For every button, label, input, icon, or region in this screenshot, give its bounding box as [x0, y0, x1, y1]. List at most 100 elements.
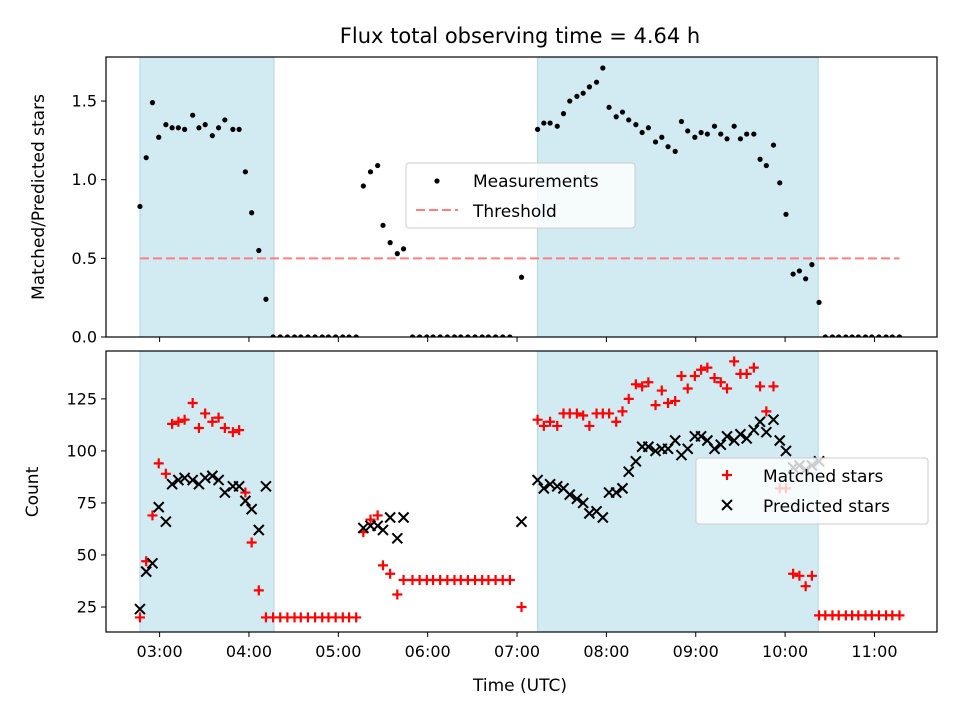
matched-star-point — [650, 400, 661, 411]
measurement-point — [711, 123, 718, 129]
predicted-star-point — [630, 455, 642, 468]
measurement-point — [400, 246, 407, 252]
matched-star-point — [715, 377, 726, 388]
matched-star-point — [372, 510, 383, 521]
matched-star-point — [160, 468, 171, 479]
predicted-star-point — [153, 501, 165, 513]
measurement-point — [770, 142, 777, 148]
measurement-point — [325, 334, 332, 337]
measurement-point — [685, 128, 691, 134]
matched-star-point — [153, 458, 164, 469]
predicted-star-point — [531, 474, 544, 486]
measurement-point — [547, 120, 553, 126]
matched-star-point — [584, 420, 595, 431]
measurement-point — [346, 334, 352, 337]
matched-star-point — [643, 377, 654, 388]
predicted-star-point — [649, 445, 662, 457]
panel-1: 0.0 0.5 1.0 1.5 Measurements Threshold — [72, 56, 938, 347]
panel-data — [134, 356, 905, 623]
matched-star-point — [696, 364, 707, 375]
predicted-star-point — [384, 511, 396, 524]
predicted-star-point — [140, 565, 152, 578]
matched-star-point — [722, 383, 733, 394]
measurement-point — [340, 334, 346, 337]
measurement-point — [876, 334, 882, 337]
measurement-point — [724, 136, 730, 142]
predicted-star-point — [708, 443, 721, 455]
measurement-point — [312, 334, 318, 337]
legend-label-threshold: Threshold — [472, 202, 557, 222]
measurement-point — [816, 299, 822, 305]
measurement-point — [665, 144, 671, 150]
measurement-point — [430, 334, 436, 337]
measurement-point — [783, 211, 789, 217]
measurement-point — [652, 139, 659, 145]
matched-star-point — [173, 416, 184, 427]
matched-star-point — [378, 560, 388, 571]
measurement-point — [333, 334, 339, 337]
x-axis-label: Time (UTC) — [472, 676, 567, 696]
measurement-point — [593, 79, 600, 85]
measurement-point — [236, 126, 242, 132]
legend: Measurements Threshold — [405, 162, 636, 229]
matched-star-point — [761, 406, 772, 417]
matched-star-point — [741, 368, 752, 379]
matched-star-point — [676, 370, 687, 381]
measurement-point — [270, 334, 276, 337]
measurement-point — [836, 334, 842, 337]
matched-star-point — [532, 414, 543, 425]
predicted-star-point — [260, 480, 272, 493]
matched-star-point — [611, 416, 622, 427]
matched-star-point — [806, 570, 817, 581]
predicted-star-point — [564, 488, 576, 501]
measurement-point — [375, 162, 381, 169]
predicted-star-point — [178, 472, 191, 484]
predicted-star-point — [669, 434, 681, 447]
measurement-point — [182, 126, 188, 132]
y-tick-label: 125 — [66, 389, 97, 408]
predicted-star-point — [721, 430, 733, 443]
legend-label-measurements: Measurements — [473, 172, 599, 192]
measurement-point — [169, 125, 175, 131]
predicted-star-point — [642, 441, 655, 453]
measurement-point — [284, 334, 290, 337]
predicted-star-point — [748, 424, 760, 436]
measurement-point — [156, 134, 162, 140]
measurement-point — [458, 334, 464, 337]
measurement-point — [249, 210, 255, 216]
measurement-point — [843, 334, 849, 337]
predicted-star-point — [616, 482, 629, 495]
matched-star-point — [167, 418, 178, 429]
matched-star-point — [794, 570, 805, 581]
measurement-point — [479, 334, 485, 337]
measurement-point — [143, 155, 149, 161]
measurement-point — [639, 129, 645, 136]
measurement-point — [190, 112, 196, 118]
predicted-star-point — [571, 493, 583, 505]
predicted-star-point — [166, 478, 178, 490]
measurement-point — [692, 134, 698, 140]
predicted-star-point — [233, 480, 245, 493]
measurement-point — [777, 180, 783, 186]
measurement-point — [757, 156, 763, 162]
predicted-star-point — [610, 486, 622, 499]
measurement-point — [600, 65, 606, 71]
matched-star-point — [246, 537, 257, 548]
measurement-point — [485, 334, 492, 337]
measurement-point — [613, 114, 619, 120]
matched-star-point — [392, 589, 403, 600]
measurement-point — [149, 100, 156, 106]
matched-star-point — [637, 381, 648, 392]
predicted-star-point — [239, 495, 252, 507]
predicted-star-point — [245, 503, 258, 515]
measurement-point — [465, 334, 471, 337]
measurement-point — [626, 117, 632, 123]
matched-star-point — [504, 574, 515, 585]
predicted-star-point — [212, 474, 225, 486]
predicted-star-point — [357, 522, 370, 534]
measurement-point — [492, 334, 499, 337]
y-tick-label: 1.5 — [72, 92, 97, 111]
y-tick-label: 1.0 — [72, 170, 97, 189]
predicted-star-point — [160, 515, 172, 528]
